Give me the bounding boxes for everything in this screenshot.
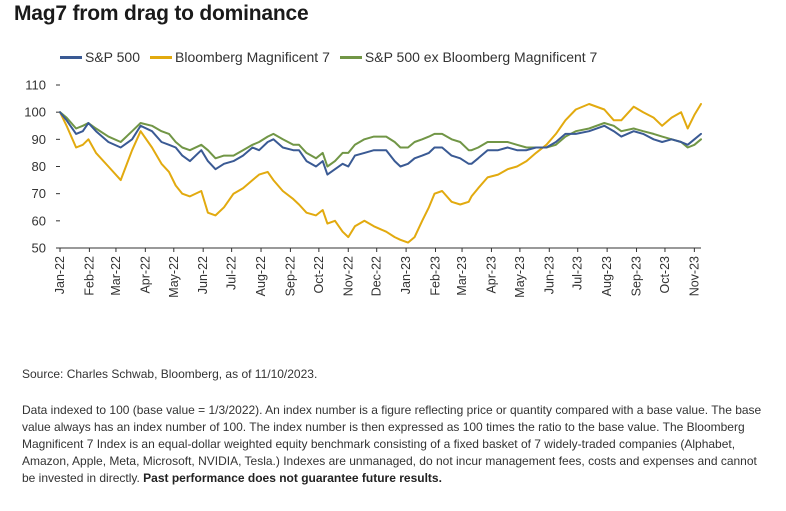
x-tick-label: Nov-23 bbox=[687, 256, 701, 296]
x-tick-label: Aug-23 bbox=[600, 256, 614, 296]
series-line-1 bbox=[59, 103, 702, 244]
methodology-note: Data indexed to 100 (base value = 1/3/20… bbox=[22, 402, 772, 487]
series-line-2 bbox=[59, 111, 702, 168]
legend-label-sp500: S&P 500 bbox=[85, 49, 141, 65]
x-tick-label: Jun-22 bbox=[196, 256, 210, 294]
y-tick-label: 80 bbox=[32, 159, 46, 174]
legend-label-mag7: Bloomberg Magnificent 7 bbox=[175, 49, 330, 65]
x-tick-label: May-23 bbox=[513, 256, 527, 298]
legend-swatch-mag7 bbox=[150, 55, 173, 59]
methodology-text: Data indexed to 100 (base value = 1/3/20… bbox=[22, 403, 762, 485]
legend-item-sp500-ex-mag7: S&P 500 ex Bloomberg Magnificent 7 bbox=[339, 49, 598, 65]
x-tick-label: Oct-22 bbox=[312, 256, 326, 294]
x-tick-label: Aug-22 bbox=[254, 256, 268, 296]
x-tick-label: Sep-23 bbox=[630, 256, 644, 296]
legend-swatch-sp500 bbox=[60, 55, 82, 59]
x-tick-label: Jun-23 bbox=[542, 256, 556, 294]
x-tick-label: Sep-22 bbox=[283, 256, 297, 296]
disclaimer-text: Past performance does not guarantee futu… bbox=[143, 471, 442, 485]
x-tick-label: Feb-22 bbox=[82, 256, 96, 296]
x-tick-label: Jul-22 bbox=[225, 256, 239, 290]
y-tick-label: 60 bbox=[32, 213, 46, 228]
x-tick-label: Nov-22 bbox=[341, 256, 355, 296]
y-tick-label: 100 bbox=[24, 105, 46, 120]
legend-label-sp500-ex-mag7: S&P 500 ex Bloomberg Magnificent 7 bbox=[364, 49, 598, 65]
y-tick-label: 110 bbox=[25, 78, 46, 93]
x-tick-label: Jul-23 bbox=[571, 256, 585, 290]
y-tick-label: 70 bbox=[32, 186, 46, 201]
y-tick-label: 50 bbox=[32, 241, 46, 256]
x-tick-label: Mar-22 bbox=[109, 256, 123, 296]
chart-legend: S&P 500 Bloomberg Magnificent 7 S&P 500 … bbox=[60, 49, 607, 65]
legend-item-sp500: S&P 500 bbox=[60, 49, 140, 65]
series-line-0 bbox=[59, 111, 702, 176]
y-tick-label: 90 bbox=[32, 132, 46, 147]
x-tick-label: May-22 bbox=[167, 256, 181, 298]
source-note: Source: Charles Schwab, Bloomberg, as of… bbox=[22, 367, 318, 381]
line-chart: 50 60 70 80 90 100 110 Jan-22 Feb-22 Mar-22 Apr-22… bbox=[24, 78, 702, 298]
legend-swatch-sp500-ex-mag7 bbox=[339, 55, 362, 59]
chart-title: Mag7 from drag to dominance bbox=[14, 2, 309, 25]
legend-item-mag7: Bloomberg Magnificent 7 bbox=[150, 49, 330, 65]
x-tick-label: Feb-23 bbox=[428, 256, 442, 296]
x-tick-label: Apr-23 bbox=[484, 256, 498, 294]
x-tick-label: Dec-22 bbox=[370, 256, 384, 296]
x-tick-label: Jan-22 bbox=[53, 256, 67, 294]
x-tick-label: Jan-23 bbox=[399, 256, 413, 294]
x-tick-label: Oct-23 bbox=[658, 256, 672, 294]
x-tick-label: Mar-23 bbox=[455, 256, 469, 296]
x-tick-label: Apr-22 bbox=[138, 256, 152, 294]
